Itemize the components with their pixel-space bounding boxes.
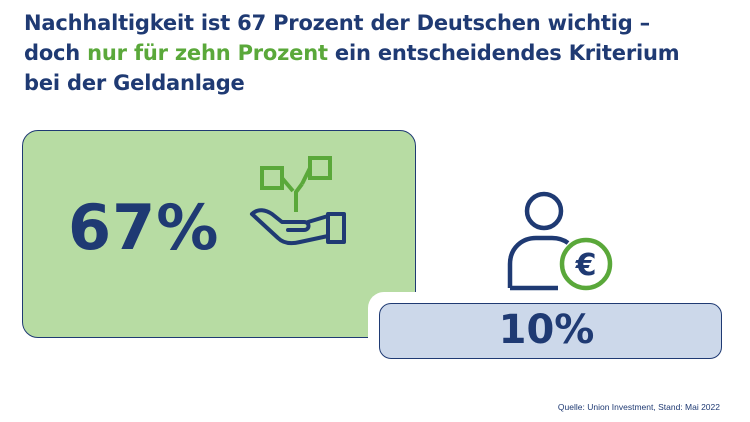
decisive-criterion-stat-panel: 10% bbox=[379, 303, 722, 359]
decisive-criterion-stat-value: 10% bbox=[498, 307, 595, 353]
sustainability-stat-value: 67% bbox=[68, 191, 220, 264]
headline-highlight: nur für zehn Prozent bbox=[87, 41, 328, 65]
headline: Nachhaltigkeit ist 67 Prozent der Deutsc… bbox=[24, 8, 744, 98]
headline-line-3: bei der Geldanlage bbox=[24, 71, 245, 95]
source-note: Quelle: Union Investment, Stand: Mai 202… bbox=[557, 402, 720, 412]
plant-in-hand-icon bbox=[250, 156, 346, 246]
sustainability-stat-panel bbox=[22, 130, 416, 338]
person-with-euro-icon: € bbox=[507, 191, 613, 291]
headline-line-1: Nachhaltigkeit ist 67 Prozent der Deutsc… bbox=[24, 11, 650, 35]
headline-line-2-end: ein entscheidendes Kriterium bbox=[327, 41, 680, 65]
euro-symbol: € bbox=[575, 248, 597, 283]
headline-line-2-start: doch bbox=[24, 41, 88, 65]
